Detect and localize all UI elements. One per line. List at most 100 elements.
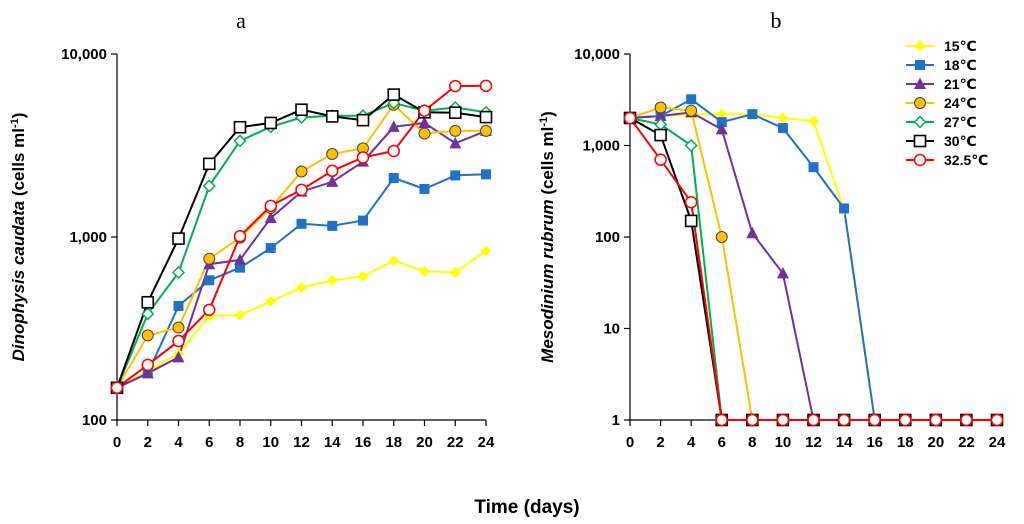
data-point [265, 243, 276, 254]
x-tick-label: 0 [113, 434, 121, 451]
data-point [654, 101, 667, 114]
data-point [326, 175, 339, 187]
data-point [450, 170, 461, 181]
data-point [295, 165, 308, 178]
data-point [172, 232, 185, 245]
data-point [716, 117, 727, 128]
data-point [684, 195, 698, 209]
series-line [116, 121, 487, 389]
data-point [685, 104, 698, 117]
data-point [356, 113, 370, 127]
data-point [172, 321, 185, 334]
data-point [418, 127, 431, 140]
data-point [808, 162, 819, 173]
data-point [295, 183, 308, 197]
data-point [326, 148, 339, 161]
data-point [172, 350, 185, 363]
data-point [715, 231, 728, 243]
data-point [418, 116, 431, 128]
data-point [776, 413, 790, 427]
x-tick-label: 4 [687, 434, 696, 451]
y-tick-label: 1,000 [582, 138, 620, 155]
data-point [715, 122, 728, 135]
legend-label: 27℃ [944, 114, 977, 130]
legend-label: 32.5℃ [944, 152, 988, 168]
data-point [747, 109, 758, 120]
x-tick-label: 8 [748, 434, 756, 451]
data-point [419, 183, 430, 194]
data-point [418, 104, 431, 117]
legend-marker [914, 97, 926, 109]
data-point [776, 266, 789, 279]
data-point [449, 79, 462, 93]
legend-label: 18℃ [944, 57, 977, 73]
data-point [449, 136, 462, 149]
data-point [684, 214, 698, 228]
x-tick-label: 20 [416, 434, 433, 451]
x-tick-label: 10 [775, 434, 792, 451]
data-point [388, 255, 400, 267]
data-point [837, 413, 851, 427]
data-point [233, 134, 247, 148]
y-axis-label: Mesodinium rubrum (cells ml-1) [538, 111, 557, 363]
data-point [202, 157, 216, 171]
data-point [449, 124, 462, 137]
x-tick-label: 14 [836, 434, 853, 451]
data-point [654, 128, 667, 142]
x-tick-label: 24 [989, 434, 1006, 451]
x-tick-label: 6 [205, 434, 213, 451]
data-point [296, 218, 307, 229]
data-point [295, 103, 308, 117]
data-point [296, 281, 307, 293]
data-point [141, 358, 154, 372]
data-point [141, 295, 155, 309]
data-point [172, 334, 185, 348]
data-point [173, 300, 184, 311]
x-tick-label: 10 [262, 434, 279, 451]
data-point [929, 413, 943, 427]
data-point [171, 265, 186, 280]
x-tick-label: 24 [478, 434, 495, 451]
data-point [264, 211, 277, 224]
x-tick-label: 2 [144, 434, 152, 451]
x-tick-label: 22 [447, 434, 464, 451]
x-tick-label: 12 [805, 434, 822, 451]
data-point [387, 120, 400, 132]
data-point [716, 108, 728, 120]
data-point [264, 199, 277, 213]
data-point [141, 307, 155, 321]
data-point [326, 274, 338, 286]
data-point [202, 179, 216, 193]
x-axis-label: Time (days) [474, 497, 579, 518]
data-point [684, 138, 698, 153]
data-point [654, 153, 667, 166]
y-tick-label: 1,000 [69, 229, 107, 246]
data-point [777, 123, 788, 134]
data-point [326, 164, 339, 178]
data-point [358, 215, 368, 226]
data-point [356, 151, 370, 164]
data-point [479, 79, 493, 93]
data-point [234, 309, 246, 321]
legend-marker [913, 115, 927, 129]
series-line [629, 111, 997, 421]
x-tick-label: 0 [626, 434, 634, 451]
data-point [899, 413, 912, 427]
data-point [203, 252, 216, 265]
x-tick-label: 2 [656, 434, 664, 451]
data-point [327, 220, 338, 231]
x-tick-label: 18 [897, 434, 914, 451]
y-axis-label: Dinophysis caudata (cells ml-1) [9, 113, 28, 362]
x-tick-label: 22 [958, 434, 975, 451]
legend-label: 30℃ [944, 133, 977, 149]
series-line [629, 98, 997, 421]
legend-marker [915, 60, 925, 70]
data-point [746, 413, 759, 427]
data-point [234, 253, 246, 265]
data-point [264, 116, 278, 130]
data-point [387, 144, 400, 158]
y-tick-label: 100 [82, 412, 107, 429]
data-point [480, 245, 492, 257]
